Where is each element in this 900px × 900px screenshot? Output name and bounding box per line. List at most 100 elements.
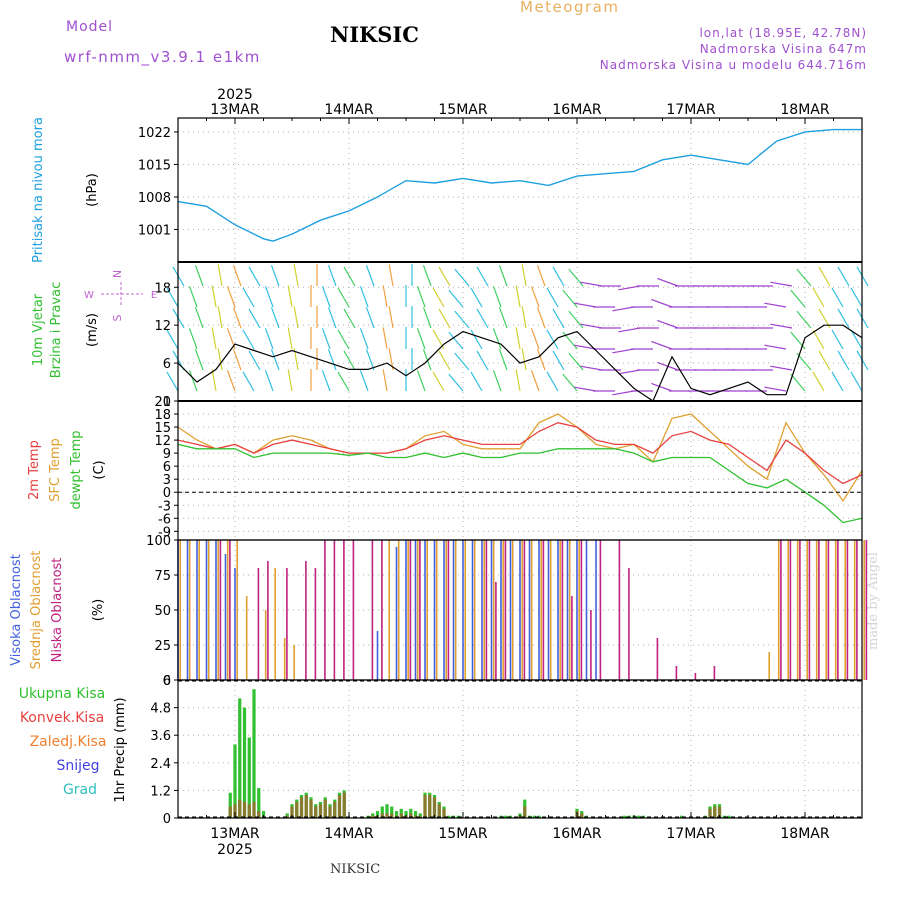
precip-bar-convective [238, 799, 242, 818]
wind-barb [248, 308, 261, 329]
precip-bar-convective [385, 813, 389, 818]
wind-barb [388, 306, 394, 329]
wind-barb [211, 369, 217, 392]
precip-bar-convective [442, 808, 446, 818]
wind-barb [343, 308, 356, 329]
wind-barb [552, 350, 565, 371]
wind-barb [270, 265, 280, 287]
wind-barb [818, 266, 831, 287]
precip-bar-convective [299, 797, 304, 818]
precip-bar-convective [708, 808, 712, 818]
precip-bar-convective [323, 799, 327, 818]
wind-barb [270, 307, 280, 329]
data-layer [166, 128, 869, 818]
precip-bar-convective [399, 813, 403, 818]
wind-barb [287, 327, 293, 350]
precip-bar-total [637, 815, 641, 818]
wind-barb [438, 308, 451, 329]
precip-bar-total [257, 788, 261, 818]
y-tick-label: 12 [154, 434, 171, 449]
wind-barb [337, 371, 350, 392]
wind-barb [217, 348, 223, 371]
wind-barb [454, 268, 470, 287]
wind-barb [574, 386, 597, 392]
wind-barb [432, 371, 445, 392]
wind-barb [796, 268, 812, 287]
wind-barb [837, 350, 850, 371]
wind-barb [248, 350, 261, 371]
wind-barb [562, 331, 578, 350]
precip-bar-total [375, 811, 380, 818]
precip-bar-total [261, 811, 266, 818]
pressure-line [177, 128, 862, 242]
wind-barb [651, 340, 673, 350]
y-tick-label: 0 [163, 395, 171, 410]
wind-barb [382, 327, 388, 350]
wind-barb [248, 266, 261, 287]
wind-barb [188, 328, 198, 350]
mid-cloud-title: Srednja Oblacnost [29, 551, 44, 670]
precip-bar-convective [342, 792, 346, 818]
wind-barb [287, 369, 293, 392]
wind-barb [536, 265, 546, 287]
pressure-title: Pritisak na nivou mora [31, 117, 46, 263]
wind-barb [264, 328, 274, 350]
precip-legend-1: Konvek.Kisa [20, 710, 104, 726]
precip-bar-total [233, 744, 237, 818]
wind-barb [217, 264, 223, 287]
wind-barb [562, 289, 578, 308]
y-tick-label: 21 [154, 395, 171, 410]
y-tick-label: 2.4 [150, 757, 171, 772]
compass-south: S [111, 314, 124, 321]
station-title: NIKSIC [330, 22, 419, 47]
wind-barb [536, 307, 546, 329]
y-tick-label: 1008 [138, 191, 171, 206]
wind-title-2: Brzina i Pravac [49, 282, 64, 379]
precip-bar-total [228, 792, 232, 818]
wind-barb [530, 370, 540, 392]
wind-barb [612, 306, 635, 312]
wind-barb [416, 328, 426, 350]
wind-barb [365, 349, 375, 371]
wind-barb [568, 310, 584, 329]
wind-speed-line [177, 324, 863, 402]
year-label-top: 2025 [217, 87, 253, 103]
wind-barb [850, 371, 863, 392]
wind-barb [530, 286, 540, 308]
label-layer: 1001100810151022061218-9-6-3036912151821… [9, 87, 830, 858]
compass-north: N [111, 270, 124, 278]
precip-bar-total [447, 815, 451, 818]
dewpt-line [177, 443, 863, 524]
y-tick-label: 9 [163, 447, 171, 462]
precip-bar-convective [423, 795, 427, 818]
precip-bar-total [679, 815, 684, 818]
wind-barb [416, 370, 426, 392]
wind-barb [166, 371, 179, 392]
wind-barb [521, 306, 527, 329]
precip-bar-convective [337, 795, 342, 818]
model-name: wrf-nmm_v3.9.1 e1km [64, 48, 261, 66]
precip-bar-convective [717, 806, 722, 818]
wind-barb [796, 310, 812, 329]
wind-barb [365, 265, 375, 287]
panel-frame [177, 261, 863, 402]
wind-barb [226, 286, 236, 308]
wind-barb [211, 285, 217, 308]
precip-bar-convective [233, 804, 237, 818]
y-tick-label: 3.6 [150, 729, 171, 744]
wind-barb [657, 319, 679, 329]
wind-barb [321, 328, 331, 350]
x-day-label-bottom: 15MAR [438, 826, 487, 842]
low-cloud-title: Niska Oblacnost [50, 558, 65, 663]
x-day-label-top: 16MAR [552, 102, 601, 118]
wind-barb [812, 329, 825, 350]
y-tick-label: 6 [163, 357, 171, 372]
y-tick-label: -9 [158, 525, 171, 540]
precip-bar-convective [295, 801, 299, 818]
wind-barb [194, 265, 204, 287]
temp2m-title: 2m Temp [27, 440, 42, 500]
wind-barb [492, 286, 502, 308]
wind-barb [770, 323, 793, 329]
wind-barb [188, 286, 198, 308]
cloud-unit: (%) [91, 599, 106, 622]
